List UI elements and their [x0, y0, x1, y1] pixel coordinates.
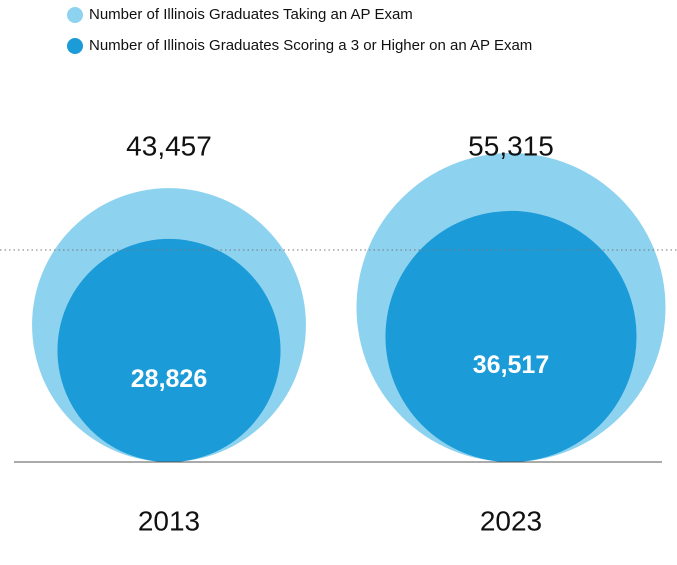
value-label: 36,517 — [473, 351, 549, 379]
value-label: 43,457 — [126, 130, 212, 161]
legend-swatch — [67, 7, 83, 23]
x-tick-label: 2023 — [480, 505, 542, 536]
legend-label: Number of Illinois Graduates Scoring a 3… — [89, 37, 532, 54]
bubbles — [32, 153, 666, 462]
x-tick-label: 2013 — [138, 505, 200, 536]
value-label: 55,315 — [468, 130, 554, 161]
bubble — [57, 238, 281, 462]
value-label: 28,826 — [131, 365, 207, 393]
bubble — [385, 210, 637, 462]
legend-label: Number of Illinois Graduates Taking an A… — [89, 6, 413, 23]
legend-swatch — [67, 38, 83, 54]
